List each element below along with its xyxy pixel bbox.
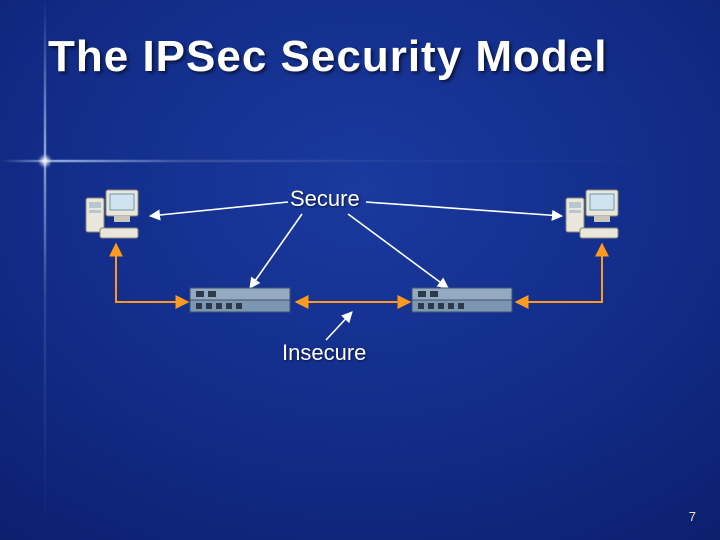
flare-vertical — [44, 0, 46, 540]
pc-left-icon — [86, 190, 138, 238]
arrow-gwR-pcR — [516, 244, 602, 302]
arrow-pcL-gwL — [116, 244, 188, 302]
insecure-label: Insecure — [282, 340, 366, 366]
flare-core — [38, 154, 52, 168]
arrow-insecure-pointer — [326, 312, 352, 340]
pc-right-icon — [566, 190, 618, 238]
arrow-secure-to-gw-right — [348, 214, 448, 288]
arrow-secure-to-pc-right — [366, 202, 562, 216]
arrow-secure-to-pc-left — [150, 202, 288, 216]
gateway-right-icon — [412, 288, 512, 312]
flare-horizontal — [0, 160, 720, 162]
slide: The IPSec Security Model Secure Insecure — [0, 0, 720, 540]
slide-title: The IPSec Security Model — [48, 32, 688, 82]
secure-label: Secure — [290, 186, 360, 212]
gateway-left-icon — [190, 288, 290, 312]
arrow-secure-to-gw-left — [250, 214, 302, 288]
secure-arrows — [150, 202, 562, 288]
page-number: 7 — [689, 509, 696, 524]
traffic-arrows — [116, 244, 602, 302]
